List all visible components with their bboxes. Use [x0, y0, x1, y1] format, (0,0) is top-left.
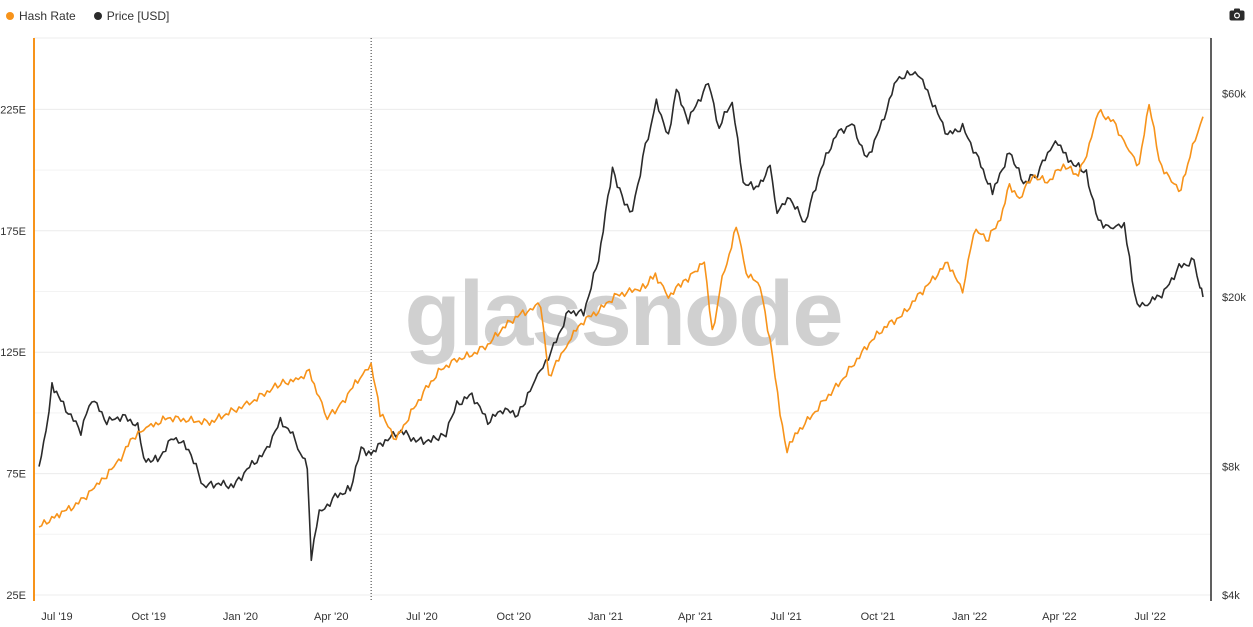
x-tick-label: Oct '21 [861, 611, 896, 623]
hash-rate-dot-icon [6, 12, 14, 20]
x-tick-label: Apr '21 [678, 611, 713, 623]
grid [34, 37, 1211, 596]
x-tick-label: Jan '21 [588, 611, 623, 623]
left-tick-label: 225E [0, 104, 26, 116]
x-tick-label: Jul '19 [41, 611, 72, 623]
left-axis-ticks: 25E 75E 125E 175E 225E [0, 104, 26, 602]
right-tick-label: $20k [1222, 292, 1246, 304]
x-tick-label: Oct '20 [497, 611, 532, 623]
legend: Hash Rate Price [USD] [6, 9, 169, 23]
price-dot-icon [93, 12, 102, 20]
series-line-hash-rate [38, 103, 1204, 528]
legend-hash-rate-label: Hash Rate [19, 9, 76, 23]
x-tick-label: Jan '22 [952, 611, 987, 623]
watermark: glassnode [404, 263, 841, 365]
right-tick-label: $60k [1222, 89, 1246, 101]
left-tick-label: 175E [0, 226, 26, 238]
x-tick-label: Jul '22 [1134, 611, 1165, 623]
x-tick-label: Oct '19 [131, 611, 166, 623]
x-axis-ticks: Jul '19 Oct '19 Jan '20 Apr '20 Jul '20 Oct '… [41, 611, 1166, 623]
left-tick-label: 25E [6, 590, 26, 602]
right-axis-ticks: $4k $8k $20k $60k [1222, 89, 1246, 602]
series-line-price [38, 70, 1204, 562]
x-tick-label: Apr '20 [314, 611, 349, 623]
legend-item-price[interactable]: Price [USD] [93, 9, 170, 23]
right-tick-label: $4k [1222, 590, 1240, 602]
left-tick-label: 125E [0, 347, 26, 359]
right-tick-label: $8k [1222, 462, 1240, 474]
x-tick-label: Jul '20 [406, 611, 437, 623]
legend-price-label: Price [USD] [106, 9, 170, 23]
legend-item-hash-rate[interactable]: Hash Rate [6, 9, 76, 23]
x-tick-label: Jan '20 [223, 611, 258, 623]
left-tick-label: 75E [6, 469, 26, 481]
x-tick-label: Jul '21 [770, 611, 801, 623]
x-tick-label: Apr '22 [1042, 611, 1077, 623]
camera-icon[interactable] [1229, 8, 1245, 21]
